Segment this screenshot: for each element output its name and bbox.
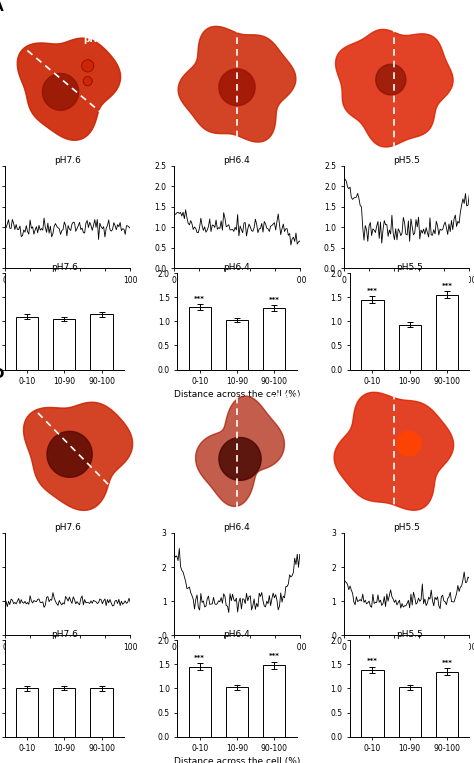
Text: pH5.5: pH5.5: [432, 26, 462, 35]
Title: pH5.5: pH5.5: [393, 156, 420, 165]
Text: pH6.4: pH6.4: [275, 26, 305, 35]
Text: ***: ***: [194, 655, 205, 661]
Text: A: A: [0, 0, 3, 14]
Bar: [361, 300, 383, 369]
Bar: [263, 665, 285, 736]
Title: pH5.5: pH5.5: [396, 630, 423, 639]
Bar: [399, 687, 421, 736]
Text: ***: ***: [441, 660, 452, 666]
Polygon shape: [178, 27, 296, 142]
Bar: [189, 667, 211, 736]
Title: pH7.6: pH7.6: [54, 523, 81, 533]
Bar: [53, 319, 75, 369]
Polygon shape: [83, 76, 92, 85]
Polygon shape: [219, 69, 255, 105]
Title: pH6.4: pH6.4: [224, 156, 250, 165]
Polygon shape: [376, 64, 406, 95]
Text: ***: ***: [194, 295, 205, 301]
Title: pH6.4: pH6.4: [224, 523, 250, 533]
Title: pH7.6: pH7.6: [54, 156, 81, 165]
Polygon shape: [336, 30, 453, 147]
Bar: [361, 670, 383, 736]
X-axis label: Distance across the cell (%): Distance across the cell (%): [174, 758, 300, 763]
Text: ***: ***: [269, 297, 280, 303]
Bar: [189, 307, 211, 369]
Text: pH7.6: pH7.6: [83, 35, 113, 44]
Polygon shape: [17, 38, 120, 140]
Bar: [436, 671, 458, 736]
Polygon shape: [47, 431, 92, 478]
Bar: [53, 688, 75, 736]
Title: pH7.6: pH7.6: [51, 630, 78, 639]
Polygon shape: [82, 60, 94, 72]
X-axis label: Distance across the cell (%): Distance across the cell (%): [174, 391, 300, 399]
Text: pH7.6: pH7.6: [118, 393, 148, 402]
Bar: [263, 307, 285, 369]
Polygon shape: [334, 392, 454, 510]
Text: ***: ***: [367, 288, 378, 294]
Title: pH7.6: pH7.6: [51, 263, 78, 272]
Text: ***: ***: [367, 658, 378, 665]
Text: pH6.4: pH6.4: [270, 393, 301, 402]
Title: pH6.4: pH6.4: [224, 263, 250, 272]
Polygon shape: [397, 431, 421, 456]
Title: pH6.4: pH6.4: [224, 630, 250, 639]
Title: pH5.5: pH5.5: [393, 523, 420, 533]
Bar: [226, 687, 248, 736]
Title: pH5.5: pH5.5: [396, 263, 423, 272]
Polygon shape: [196, 396, 284, 507]
Bar: [91, 688, 113, 736]
Bar: [399, 325, 421, 369]
Text: ***: ***: [441, 283, 452, 289]
Bar: [436, 295, 458, 369]
Text: pH5.5: pH5.5: [428, 393, 457, 402]
Polygon shape: [219, 437, 261, 481]
Bar: [91, 314, 113, 369]
Bar: [226, 320, 248, 369]
Bar: [16, 688, 38, 736]
Text: D: D: [0, 367, 4, 381]
Polygon shape: [43, 73, 79, 110]
Polygon shape: [24, 402, 133, 510]
Bar: [16, 317, 38, 369]
Text: ***: ***: [269, 653, 280, 659]
